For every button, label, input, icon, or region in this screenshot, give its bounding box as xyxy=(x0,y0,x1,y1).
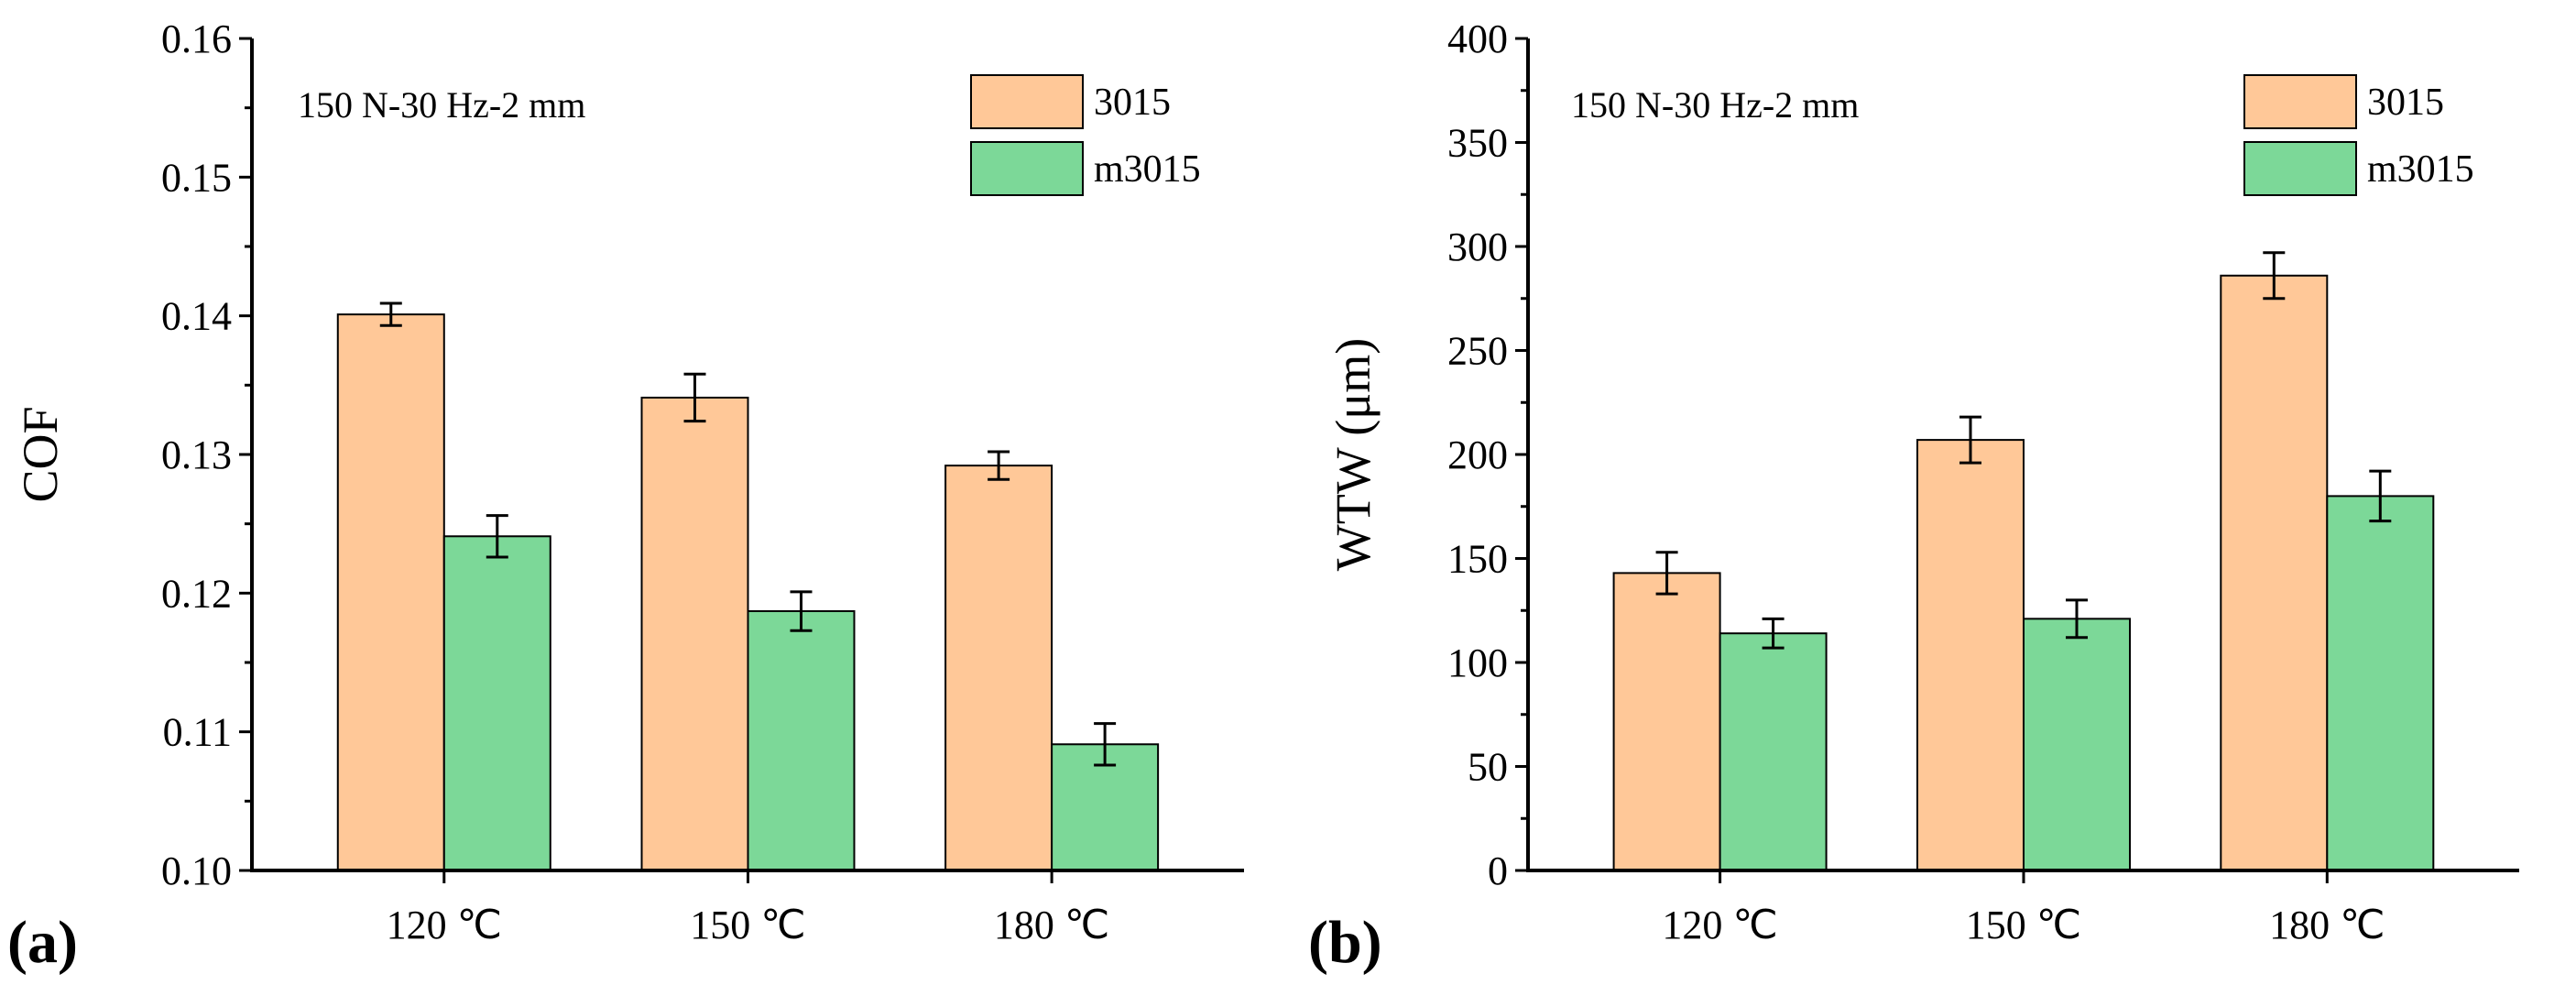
condition-annotation: 150 N-30 Hz-2 mm xyxy=(298,84,585,126)
bar-m3015-0 xyxy=(1719,632,1828,871)
y-tick-label: 0.16 xyxy=(161,16,232,61)
y-tick-label: 150 xyxy=(1447,537,1508,582)
bar-3015-1 xyxy=(1916,439,2025,871)
y-axis-title: COF xyxy=(13,406,68,502)
legend-swatch-m3015 xyxy=(970,141,1084,196)
x-tick-label: 180 ℃ xyxy=(2269,903,2385,947)
y-axis-title: WTW (μm) xyxy=(1326,338,1381,571)
y-tick-label: 250 xyxy=(1447,329,1508,374)
bar-m3015-2 xyxy=(2326,495,2435,872)
x-tick-label: 120 ℃ xyxy=(387,903,502,947)
panel-b: 0 50 100 150 200 250 300 350 400 120 ℃ 150 ℃ 180 ℃ W… xyxy=(1308,16,2519,976)
bar-3015-1 xyxy=(640,396,749,872)
panel-label: (b) xyxy=(1308,909,1382,976)
legend-label-m3015: m3015 xyxy=(1094,148,1201,191)
bar-3015-2 xyxy=(2220,274,2329,871)
legend-label-3015: 3015 xyxy=(2367,82,2444,124)
x-tick-label: 180 ℃ xyxy=(994,903,1109,947)
panel-label: (a) xyxy=(7,909,78,976)
y-tick-label: 0.11 xyxy=(163,710,232,755)
bar-m3015-0 xyxy=(442,535,551,872)
y-tick-label: 0 xyxy=(1488,848,1508,893)
bar-m3015-1 xyxy=(747,610,856,871)
y-tick-label: 200 xyxy=(1447,432,1508,477)
y-tick-label: 400 xyxy=(1447,16,1508,61)
y-tick-label: 50 xyxy=(1468,745,1508,790)
x-tick-label: 150 ℃ xyxy=(1966,903,2081,947)
y-tick-label: 0.10 xyxy=(161,848,232,893)
condition-annotation: 150 N-30 Hz-2 mm xyxy=(1571,84,1859,126)
y-tick-label: 0.14 xyxy=(161,294,232,339)
y-tick-label: 0.12 xyxy=(161,571,232,616)
legend-swatch-3015 xyxy=(2243,74,2357,129)
legend-label-3015: 3015 xyxy=(1094,82,1171,124)
panel-a: 0.10 0.11 0.12 0.13 0.14 0.15 0.16 120 ℃ 150 ℃ 18… xyxy=(7,16,1244,976)
y-tick-label: 0.15 xyxy=(161,155,232,200)
bar-3015-0 xyxy=(336,313,445,871)
y-tick-label: 0.13 xyxy=(161,432,232,477)
y-tick-label: 300 xyxy=(1447,224,1508,269)
y-tick-label: 100 xyxy=(1447,640,1508,685)
legend-label-m3015: m3015 xyxy=(2367,148,2474,191)
x-tick-label: 120 ℃ xyxy=(1662,903,1777,947)
bar-3015-0 xyxy=(1612,572,1721,871)
x-tick-label: 150 ℃ xyxy=(690,903,805,947)
bar-3015-2 xyxy=(944,465,1053,871)
y-tick-label: 350 xyxy=(1447,121,1508,166)
legend-swatch-m3015 xyxy=(2243,141,2357,196)
legend-swatch-3015 xyxy=(970,74,1084,129)
bar-m3015-1 xyxy=(2023,618,2131,872)
